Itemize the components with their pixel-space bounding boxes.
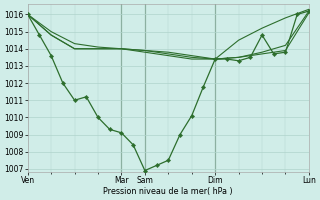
- X-axis label: Pression niveau de la mer( hPa ): Pression niveau de la mer( hPa ): [103, 187, 233, 196]
